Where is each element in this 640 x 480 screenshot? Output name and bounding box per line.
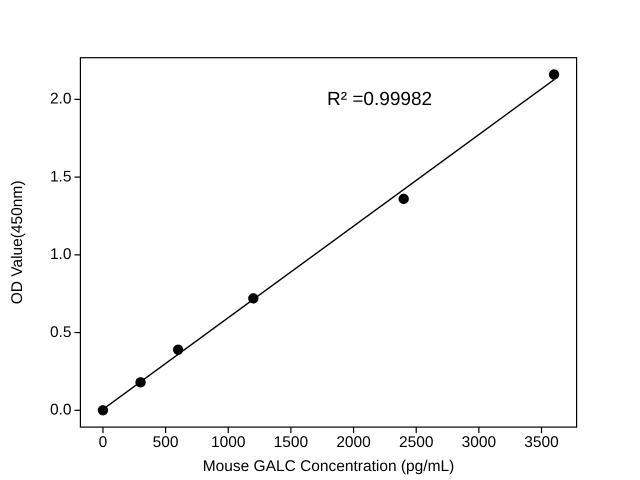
svg-text:R² =0.99982: R² =0.99982 — [327, 89, 432, 110]
svg-text:2000: 2000 — [336, 434, 371, 451]
svg-text:500: 500 — [153, 434, 179, 451]
svg-text:1500: 1500 — [274, 434, 309, 451]
svg-text:1.5: 1.5 — [50, 168, 72, 185]
svg-text:0.0: 0.0 — [50, 402, 72, 419]
svg-text:1.0: 1.0 — [50, 246, 72, 263]
svg-text:OD Value(450nm): OD Value(450nm) — [9, 181, 26, 305]
svg-text:3500: 3500 — [524, 434, 559, 451]
svg-text:0.5: 0.5 — [50, 324, 72, 341]
svg-text:3000: 3000 — [462, 434, 497, 451]
svg-text:2.0: 2.0 — [50, 91, 72, 108]
svg-text:2500: 2500 — [399, 434, 434, 451]
svg-text:0: 0 — [99, 434, 108, 451]
svg-text:Mouse GALC Concentration (pg/m: Mouse GALC Concentration (pg/mL) — [203, 458, 455, 475]
svg-text:1000: 1000 — [211, 434, 246, 451]
